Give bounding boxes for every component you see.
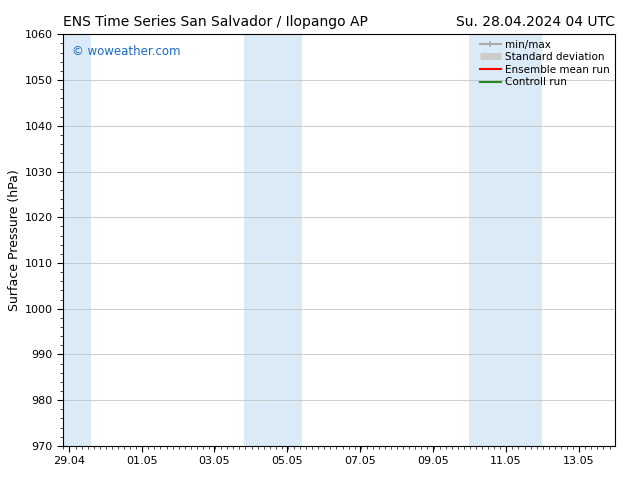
Bar [469, 34, 542, 446]
Bar [63, 34, 91, 446]
Text: Su. 28.04.2024 04 UTC: Su. 28.04.2024 04 UTC [456, 15, 615, 29]
Legend: min/max, Standard deviation, Ensemble mean run, Controll run: min/max, Standard deviation, Ensemble me… [477, 36, 613, 91]
Text: ENS Time Series San Salvador / Ilopango AP: ENS Time Series San Salvador / Ilopango … [63, 15, 368, 29]
Text: © woweather.com: © woweather.com [72, 45, 180, 58]
Bar [243, 34, 302, 446]
Y-axis label: Surface Pressure (hPa): Surface Pressure (hPa) [8, 169, 21, 311]
